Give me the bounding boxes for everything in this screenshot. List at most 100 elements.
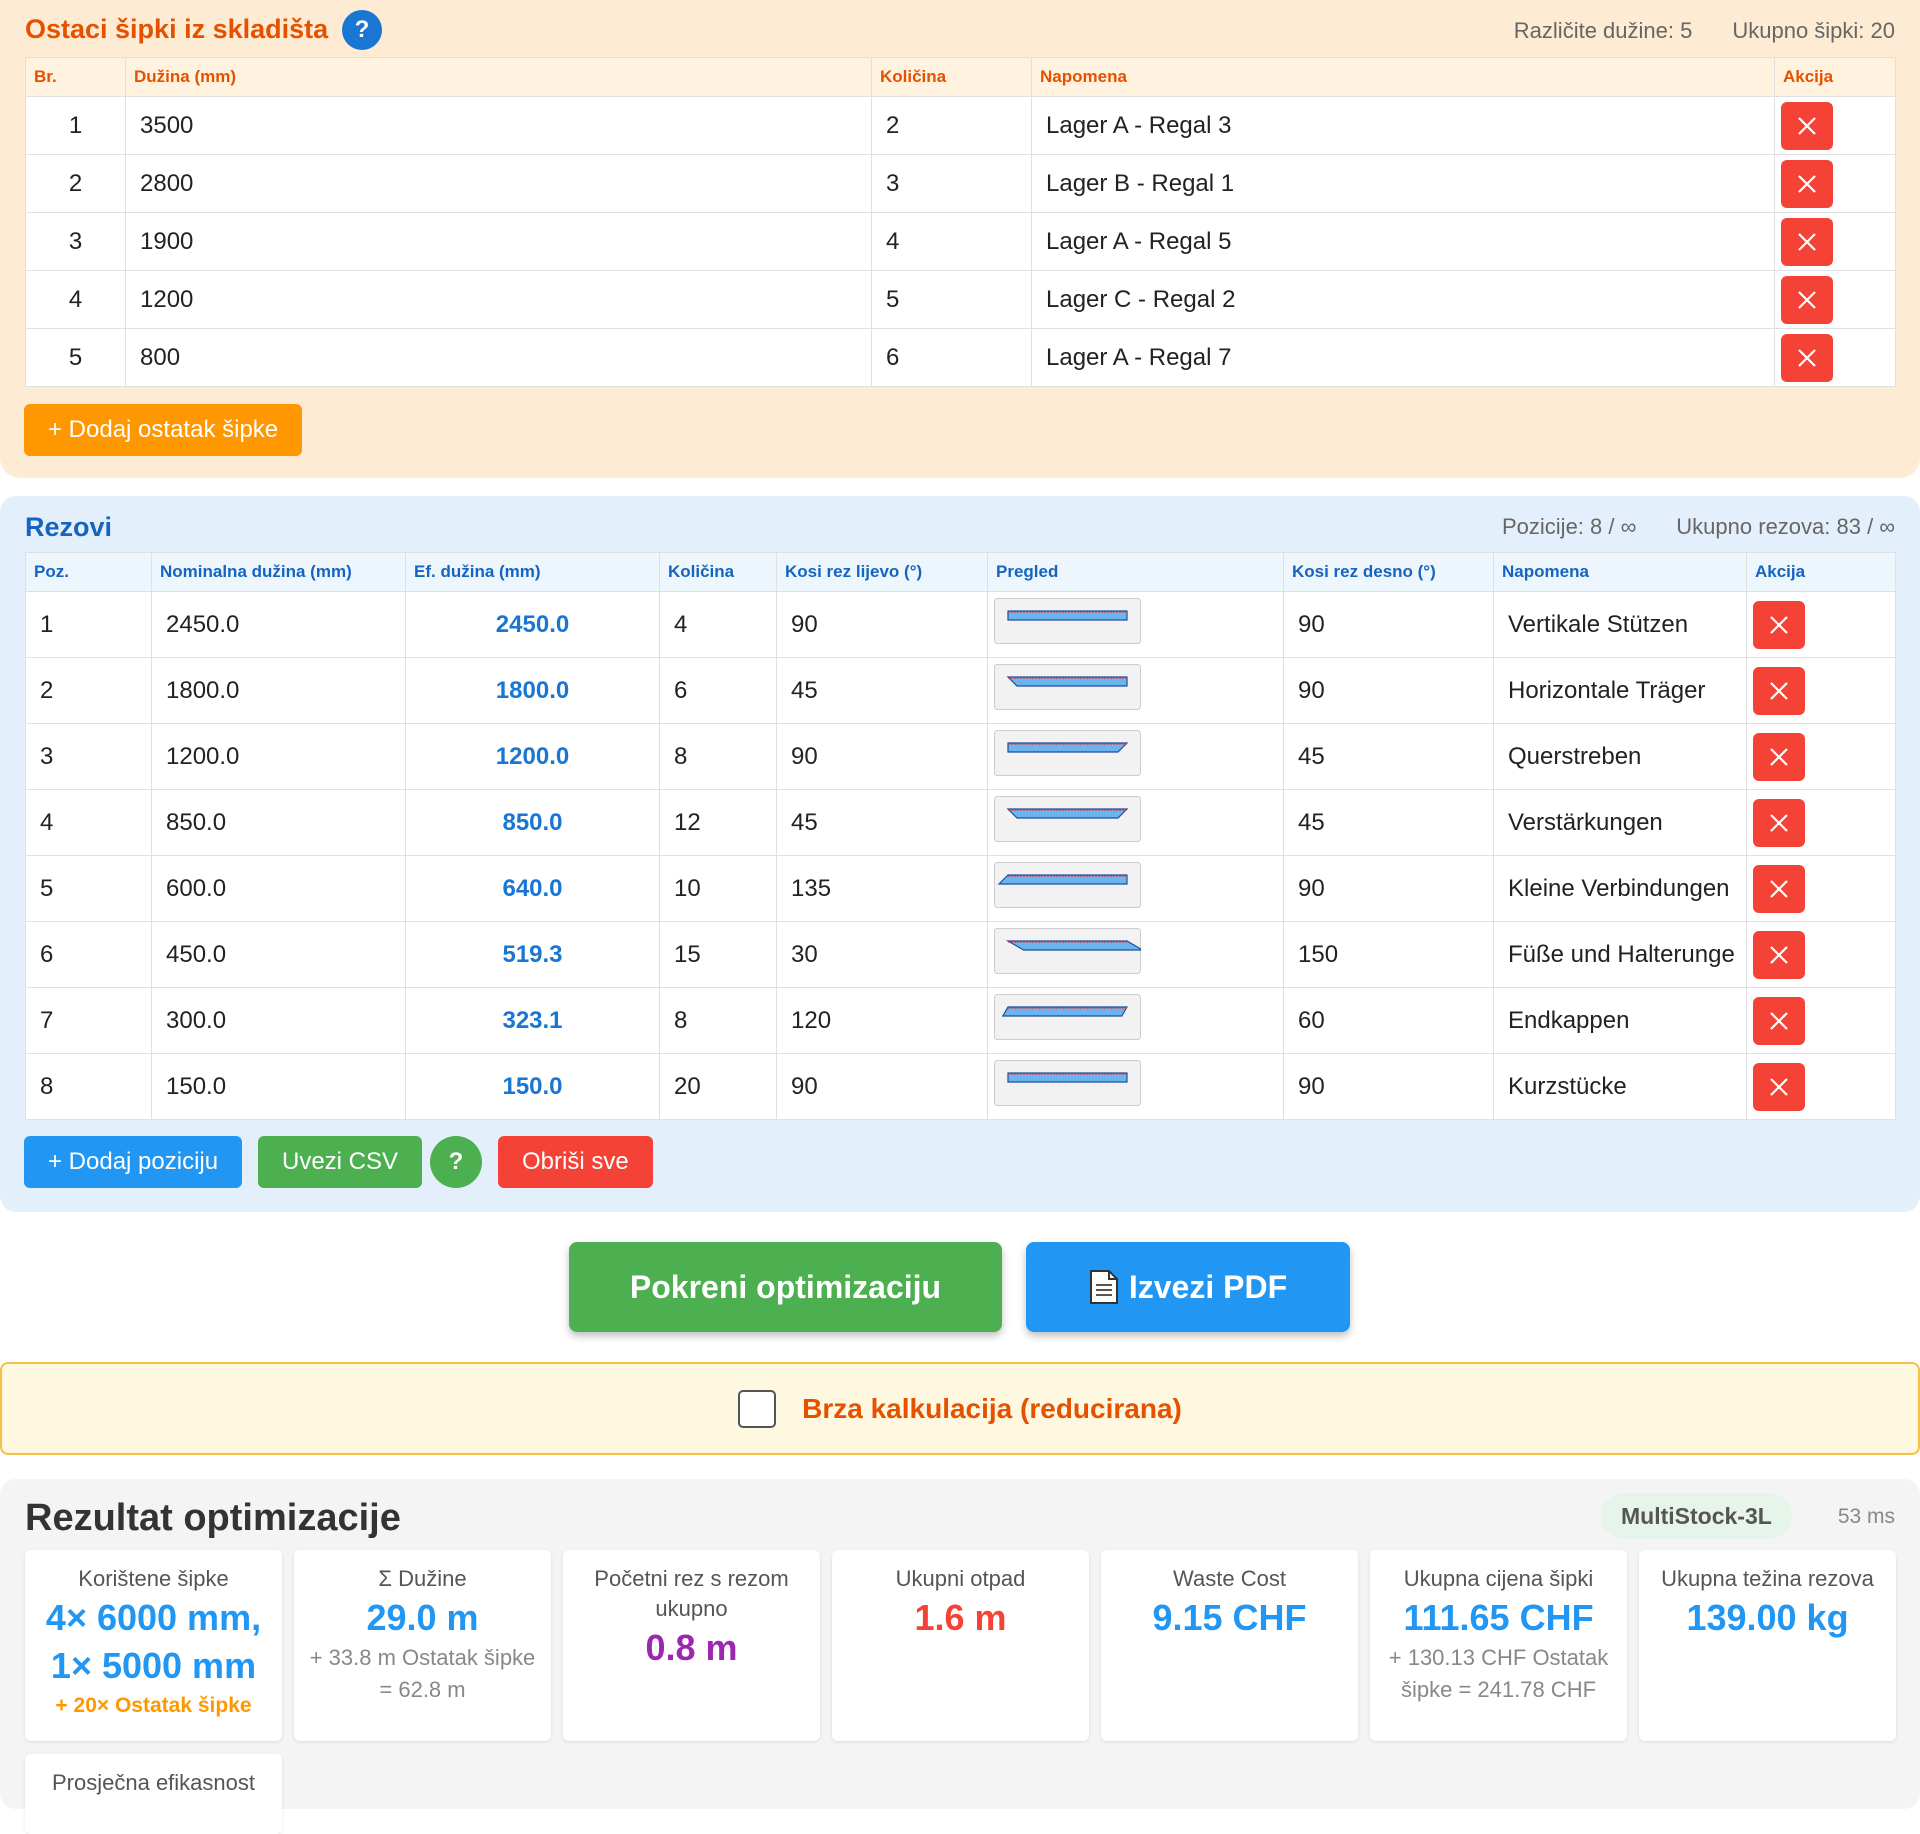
add-position-button[interactable]: + Dodaj poziciju [24, 1136, 243, 1188]
cut-row: 5 600.0 640.0 10 135 90 Kleine Verbindungen [25, 855, 1896, 922]
cut-shape [1006, 808, 1129, 819]
header-row: Br. Dužina (mm) Količina Napomena Akcija [25, 57, 1896, 97]
action-cell [1746, 1053, 1896, 1120]
delete-button[interactable] [1753, 732, 1805, 781]
card-value: 139.00 kg [1686, 1597, 1849, 1638]
cell: 6 [659, 657, 777, 724]
cell: 20 [659, 1053, 777, 1120]
clear-all-button[interactable]: Obriši sve [498, 1136, 653, 1188]
cut-row: 3 1200.0 1200.0 8 90 45 Querstreben [25, 723, 1896, 790]
import-csv-button[interactable]: Uvezi CSV [258, 1136, 423, 1188]
action-cell [1774, 328, 1896, 387]
stock-row: 3 1900 4 Lager A - Regal 5 [25, 212, 1896, 271]
cut-preview [994, 994, 1141, 1040]
stock-section: Ostaci šipki iz skladišta ? Različite du… [0, 0, 1920, 478]
card-label: Waste Cost [1173, 1566, 1286, 1591]
cut-row: 4 850.0 850.0 12 45 45 Verstärkungen [25, 789, 1896, 856]
x-icon [1798, 174, 1816, 193]
action-cell [1774, 270, 1896, 329]
column-header: Nominalna dužina (mm) [151, 552, 406, 592]
preview-cell [987, 1053, 1284, 1120]
delete-button[interactable] [1781, 159, 1833, 208]
optimize-button[interactable]: Pokreni optimizaciju [569, 1242, 1002, 1332]
delete-button[interactable] [1753, 798, 1805, 847]
cell: 4 [25, 270, 126, 329]
x-icon [1770, 1077, 1788, 1096]
preview-bg [994, 928, 1141, 974]
x-stroke [1770, 615, 1788, 634]
cell: 90 [776, 591, 988, 658]
cell: 12 [659, 789, 777, 856]
preview-bg [994, 730, 1141, 776]
delete-button[interactable] [1781, 275, 1833, 324]
cut-shape [1007, 742, 1129, 753]
cell: 2450.0 [151, 591, 406, 658]
card-label: Korištene šipke [78, 1566, 229, 1591]
cuts-stats: Pozicije: 8 / ∞ Ukupno rezova: 83 / ∞ [1502, 514, 1895, 540]
export-pdf-button[interactable]: Izvezi PDF [1026, 1242, 1350, 1332]
card-value: 29.0 m [366, 1597, 479, 1638]
cell: 45 [1283, 723, 1494, 790]
column-header: Dužina (mm) [125, 57, 872, 97]
quick-calc: Brza kalkulacija (reducirana) [0, 1362, 1920, 1455]
delete-button[interactable] [1781, 101, 1833, 150]
result-card: Ukupna cijena šipki 111.65 CHF + 130.13 CH… [1370, 1550, 1627, 1741]
cell: 519.3 [405, 921, 660, 988]
x-stroke [1770, 747, 1788, 766]
delete-button[interactable] [1753, 996, 1805, 1045]
stock-row: 1 3500 2 Lager A - Regal 3 [25, 96, 1896, 155]
cell: 150.0 [151, 1053, 406, 1120]
cell: 3500 [125, 96, 872, 155]
button-label: Pokreni optimizaciju [629, 1268, 942, 1305]
cell: 600.0 [151, 855, 406, 922]
card-value: 0.8 m [645, 1627, 738, 1668]
cell: 10 [659, 855, 777, 922]
result-card: Prosječna efikasnost [25, 1754, 282, 1834]
help-button[interactable]: ? [342, 10, 382, 50]
x-icon [1798, 348, 1816, 367]
delete-button[interactable] [1781, 217, 1833, 266]
cut-preview [994, 928, 1145, 974]
action-cell [1746, 657, 1896, 724]
card-label: Ukupni otpad [895, 1566, 1026, 1591]
delete-button[interactable] [1753, 600, 1805, 649]
cell: 15 [659, 921, 777, 988]
cut-row: 2 1800.0 1800.0 6 45 90 Horizontale Träger [25, 657, 1896, 724]
csv-help-button[interactable]: ? [430, 1136, 482, 1188]
cell: 90 [1283, 1053, 1494, 1120]
delete-button[interactable] [1753, 930, 1805, 979]
cell: 640.0 [405, 855, 660, 922]
column-header: Ef. dužina (mm) [405, 552, 660, 592]
result-title: Rezultat optimizacije [25, 1497, 401, 1539]
delete-button[interactable] [1753, 1062, 1805, 1111]
cell: 1900 [125, 212, 872, 271]
checkbox[interactable] [738, 1389, 777, 1428]
cell: 45 [1283, 789, 1494, 856]
cell: 2800 [125, 154, 872, 213]
preview-bg [994, 994, 1141, 1040]
cut-row: 7 300.0 323.1 8 120 60 Endkappen [25, 987, 1896, 1054]
cut-preview [994, 1060, 1141, 1106]
action-cell [1746, 789, 1896, 856]
cell: 2450.0 [405, 591, 660, 658]
cell: 1 [25, 96, 126, 155]
cell: 90 [1283, 855, 1494, 922]
cell: 4 [25, 789, 152, 856]
delete-button[interactable] [1753, 666, 1805, 715]
x-stroke [1798, 290, 1816, 309]
card-note: + 130.13 CHF Ostatak šipke = 241.78 CHF [1388, 1645, 1609, 1702]
card-value: 9.15 CHF [1152, 1597, 1307, 1638]
result-card: Ukupna težina rezova 139.00 kg [1639, 1550, 1896, 1741]
delete-button[interactable] [1753, 864, 1805, 913]
add-stock-button[interactable]: + Dodaj ostatak šipke [24, 404, 303, 456]
delete-button[interactable] [1781, 333, 1833, 382]
x-icon [1770, 615, 1788, 634]
x-stroke [1770, 1011, 1788, 1030]
cell: Lager A - Regal 3 [1031, 96, 1775, 155]
cut-preview [994, 598, 1141, 644]
time-label: 53 ms [1837, 1505, 1895, 1528]
cell: Vertikale Stützen [1493, 591, 1747, 658]
action-cell [1746, 855, 1896, 922]
preview-cell [987, 855, 1284, 922]
